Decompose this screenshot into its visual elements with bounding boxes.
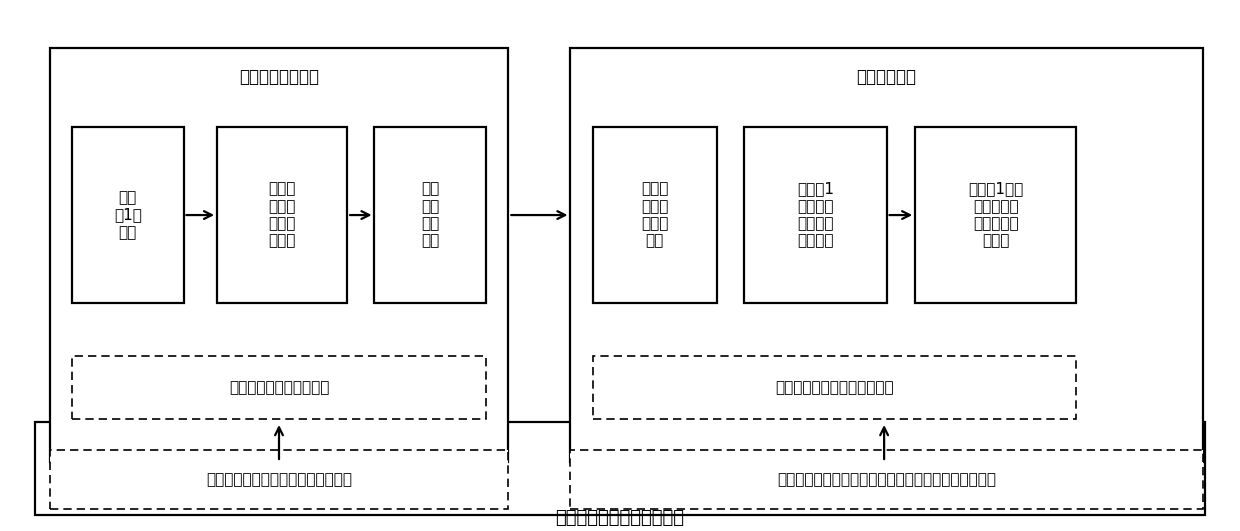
Text: 各链路1级以
下节点采用
专用信道数
据传输: 各链路1级以 下节点采用 专用信道数 据传输: [968, 182, 1023, 249]
Text: 功率自适应降低能耗，区别链路工作信道保证通讯质量: 功率自适应降低能耗，区别链路工作信道保证通讯质量: [777, 472, 996, 487]
Bar: [50, 450, 508, 509]
Text: 低功耗功率自适应组网方法: 低功耗功率自适应组网方法: [556, 509, 684, 527]
Bar: [217, 127, 347, 303]
Bar: [915, 127, 1076, 303]
Bar: [593, 356, 1076, 419]
Text: 各链路1
级节点采
用分时隙
数据传输: 各链路1 级节点采 用分时隙 数据传输: [797, 182, 833, 249]
Bar: [35, 422, 1205, 515]
Text: 确定
第1级
节点: 确定 第1级 节点: [114, 190, 141, 240]
Text: 建立拓扑优化通信路由拓展通信距离: 建立拓扑优化通信路由拓展通信距离: [206, 472, 352, 487]
Text: 各节点数据低功耗高质量传输: 各节点数据低功耗高质量传输: [775, 380, 894, 395]
Bar: [374, 127, 486, 303]
Text: 节点拓扑建立阶段: 节点拓扑建立阶段: [239, 68, 319, 86]
Text: 查漏
补缺
剩余
节点: 查漏 补缺 剩余 节点: [422, 182, 439, 249]
Bar: [744, 127, 887, 303]
Bar: [570, 450, 1203, 509]
Text: 数据传输阶段: 数据传输阶段: [857, 68, 916, 86]
Bar: [570, 48, 1203, 462]
Text: 继续深
度组网
建立最
优路径: 继续深 度组网 建立最 优路径: [268, 182, 296, 249]
Text: 功率自
适应降
低节点
能耗: 功率自 适应降 低节点 能耗: [641, 182, 668, 249]
Bar: [50, 48, 508, 462]
Bar: [72, 127, 184, 303]
Bar: [593, 127, 717, 303]
Text: 拓扑建立，链路节点划定: 拓扑建立，链路节点划定: [229, 380, 329, 395]
Bar: [72, 356, 486, 419]
